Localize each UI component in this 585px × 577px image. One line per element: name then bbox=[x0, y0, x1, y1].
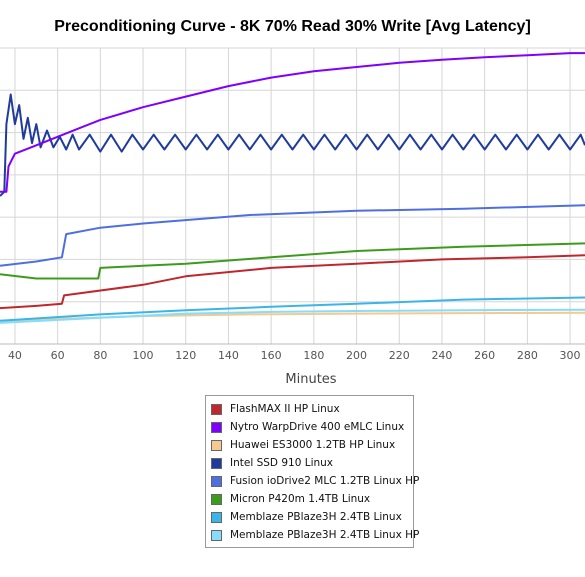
x-tick-label: 80 bbox=[93, 349, 107, 362]
legend-swatch bbox=[211, 493, 222, 505]
legend-item[interactable]: Memblaze PBlaze3H 2.4TB Linux HP bbox=[206, 526, 419, 544]
x-tick-label: 280 bbox=[517, 349, 538, 362]
x-tick-label: 220 bbox=[389, 349, 410, 362]
legend-label: Memblaze PBlaze3H 2.4TB Linux bbox=[230, 511, 402, 523]
x-tick-label: 40 bbox=[8, 349, 22, 362]
legend: FlashMAX II HP Linux Nytro WarpDrive 400 … bbox=[205, 395, 419, 548]
x-tick-label: 140 bbox=[218, 349, 239, 362]
legend-item[interactable]: Nytro WarpDrive 400 eMLC Linux bbox=[206, 418, 413, 436]
chart-title: Preconditioning Curve - 8K 70% Read 30% … bbox=[54, 18, 531, 35]
legend-label: Memblaze PBlaze3H 2.4TB Linux HP bbox=[230, 529, 420, 541]
series-line-0 bbox=[0, 254, 585, 310]
x-tick-label: 160 bbox=[261, 349, 282, 362]
x-tick-label: 120 bbox=[175, 349, 196, 362]
legend-item[interactable]: Huawei ES3000 1.2TB HP Linux bbox=[206, 436, 413, 454]
series-layer bbox=[0, 52, 585, 324]
series-line-6 bbox=[0, 296, 585, 322]
series-line-3 bbox=[0, 93, 585, 197]
x-tick-label: 240 bbox=[431, 349, 452, 362]
series-line-1 bbox=[0, 52, 585, 193]
legend-swatch bbox=[211, 529, 222, 541]
x-tick-label: 180 bbox=[303, 349, 324, 362]
series-line-7 bbox=[0, 308, 585, 324]
legend-item[interactable]: Micron P420m 1.4TB Linux bbox=[206, 490, 413, 508]
legend-swatch bbox=[211, 403, 222, 415]
grid-layer bbox=[0, 47, 585, 345]
legend-swatch bbox=[211, 439, 222, 451]
legend-swatch bbox=[211, 457, 222, 469]
plot-background bbox=[0, 48, 585, 344]
legend-item[interactable]: Fusion ioDrive2 MLC 1.2TB Linux HP bbox=[206, 472, 419, 490]
x-tick-label: 300 bbox=[560, 349, 581, 362]
legend-swatch bbox=[211, 511, 222, 523]
x-axis-title: Minutes bbox=[285, 372, 336, 387]
x-tick-label: 200 bbox=[346, 349, 367, 362]
x-tick-label: 260 bbox=[474, 349, 495, 362]
legend-item[interactable]: FlashMAX II HP Linux bbox=[206, 400, 413, 418]
legend-swatch bbox=[211, 475, 222, 487]
x-tick-labels: 40 60 80 100 120 140 160 180 200 220 240 260 280 300 bbox=[8, 349, 581, 362]
legend-item[interactable]: Intel SSD 910 Linux bbox=[206, 454, 413, 472]
series-line-5 bbox=[0, 242, 585, 280]
x-tick-label: 100 bbox=[133, 349, 154, 362]
legend-swatch bbox=[211, 421, 222, 433]
legend-label: Nytro WarpDrive 400 eMLC Linux bbox=[230, 421, 405, 433]
legend-item[interactable]: Memblaze PBlaze3H 2.4TB Linux bbox=[206, 508, 413, 526]
legend-label: FlashMAX II HP Linux bbox=[230, 403, 340, 415]
x-tick-label: 60 bbox=[51, 349, 65, 362]
legend-label: Fusion ioDrive2 MLC 1.2TB Linux HP bbox=[230, 475, 420, 487]
series-line-4 bbox=[0, 204, 585, 267]
legend-label: Micron P420m 1.4TB Linux bbox=[230, 493, 371, 505]
legend-label: Huawei ES3000 1.2TB HP Linux bbox=[230, 439, 396, 451]
legend-label: Intel SSD 910 Linux bbox=[230, 457, 334, 469]
